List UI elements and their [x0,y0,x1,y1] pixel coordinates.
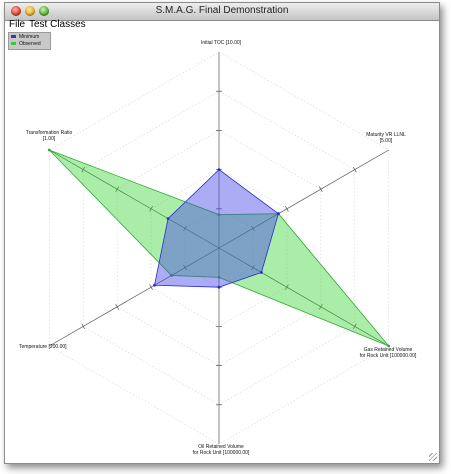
series-observed-point-5 [170,274,173,277]
axis-label-4-line-2: for Rock Unit [100000.00] [193,450,250,456]
axis-3-tick-3 [319,304,323,310]
axis-label-1: Initial TOC [10.00] [201,40,242,46]
series-observed-point-4 [217,276,221,279]
legend-label-minimum: Minimum [19,34,40,40]
axis-3-tick-4 [352,323,357,330]
axis-label-6: Transformation Ratio [1.00] [26,130,73,142]
axis-label-2-line-1: Maturity VR LLNL [366,132,406,138]
axis-line-6 [49,149,220,249]
axis-5-tick-4 [81,323,86,330]
series-minimum-point-1 [217,168,221,172]
axis-5-tick-2 [149,284,153,290]
series-minimum-point-3 [260,271,263,274]
axis-label-1-line-1: Initial TOC [10.00] [201,40,242,46]
axis-line-5 [49,247,220,347]
axis-6-tick-1 [183,225,187,232]
series-observed-point-3 [387,344,391,348]
series-minimum-point-4 [217,285,221,289]
legend-item-minimum: Minimum [11,34,39,41]
series-minimum-area [154,169,279,288]
axis-3-tick-2 [285,284,289,290]
axis-label-4-line-1: Oil Retained Volume [198,444,244,450]
minimize-window-icon[interactable] [25,6,35,16]
axis-label-4: Oil Retained Volume for Rock Unit [100000… [193,444,250,456]
close-window-icon[interactable] [11,6,21,16]
axis-label-3-line-2: for Rock Unit [100000.00] [360,353,417,359]
legend-swatch-observed [11,42,16,46]
axis-2-tick-3 [319,186,323,192]
resize-grip-icon[interactable] [429,453,437,461]
menu-bar: File Test Classes [5,19,439,32]
zoom-window-icon[interactable] [39,6,49,16]
axis-5-tick-1 [183,264,187,271]
axis-label-3-line-1: Gas Retained Volume [364,347,413,353]
axis-label-2: Maturity VR LLNL [5.00] [366,132,406,144]
app-window: S.M.A.G. Final Demonstration File Test C… [4,2,440,464]
legend-swatch-minimum [11,35,16,39]
series-observed-point-1 [217,213,221,217]
axis-2-tick-1 [251,225,255,232]
series-minimum-point-5 [153,283,156,287]
series-observed-point-6 [47,148,51,152]
legend-item-observed: Observed [11,41,41,48]
title-bar[interactable]: S.M.A.G. Final Demonstration [5,3,439,21]
chart-legend: Minimum Observed [8,32,51,50]
axis-line-3 [218,247,389,347]
axis-label-5: Temperature [200.00] [19,344,67,350]
axis-line-2 [218,149,389,249]
axis-2-tick-2 [285,206,289,212]
axis-label-2-line-2: [5.00] [380,138,393,144]
axis-label-6-line-2: [1.00] [43,136,56,142]
axis-label-3: Gas Retained Volume for Rock Unit [100000… [360,347,417,359]
axis-3-tick-1 [251,264,255,271]
axis-5-tick-3 [115,304,119,310]
series-minimum-point-2 [277,212,280,216]
radar-chart: Initial TOC [10.00] Maturity VR LLNL [5.00… [19,40,417,456]
axis-label-6-line-1: Transformation Ratio [26,130,73,136]
axis-6-tick-2 [149,206,153,212]
menu-file[interactable]: File [9,19,26,30]
legend-label-observed: Observed [19,41,41,47]
series-minimum-point-6 [166,217,170,221]
menu-test-classes[interactable]: Test Classes [29,19,86,30]
window-title: S.M.A.G. Final Demonstration [155,5,289,16]
axis-2-tick-4 [352,166,357,173]
axis-6-tick-3 [115,186,119,192]
axis-label-5-line-1: Temperature [200.00] [19,344,67,350]
axis-6-tick-4 [81,166,86,173]
